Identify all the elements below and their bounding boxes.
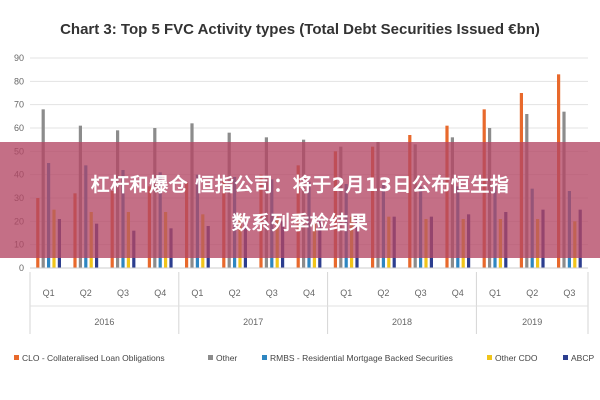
chart-title: Chart 3: Top 5 FVC Activity types (Total… bbox=[60, 21, 540, 38]
banner-headline-line1: 杠杆和爆仓 恒指公司：将于2月13日公布恒生指 bbox=[90, 174, 510, 196]
year-label: 2017 bbox=[243, 317, 263, 327]
x-tick-label: Q1 bbox=[340, 288, 352, 298]
x-tick-label: Q4 bbox=[452, 288, 464, 298]
y-tick-label: 60 bbox=[14, 123, 24, 133]
year-label: 2016 bbox=[94, 317, 114, 327]
legend-label: Other CDO bbox=[495, 353, 538, 363]
legend-label: RMBS - Residential Mortgage Backed Secur… bbox=[270, 353, 453, 363]
y-tick-label: 70 bbox=[14, 100, 24, 110]
x-tick-label: Q2 bbox=[80, 288, 92, 298]
legend-label: Other bbox=[216, 353, 237, 363]
x-tick-label: Q3 bbox=[415, 288, 427, 298]
x-tick-label: Q3 bbox=[266, 288, 278, 298]
legend-swatch bbox=[208, 355, 213, 360]
x-tick-label: Q2 bbox=[229, 288, 241, 298]
x-tick-label: Q1 bbox=[43, 288, 55, 298]
legend-swatch bbox=[14, 355, 19, 360]
x-tick-label: Q1 bbox=[191, 288, 203, 298]
legend-swatch bbox=[563, 355, 568, 360]
x-tick-label: Q2 bbox=[526, 288, 538, 298]
legend-label: ABCP bbox=[571, 353, 594, 363]
banner-overlay bbox=[0, 142, 600, 258]
legend-swatch bbox=[262, 355, 267, 360]
legend-label: CLO - Collateralised Loan Obligations bbox=[22, 353, 165, 363]
x-tick-label: Q4 bbox=[154, 288, 166, 298]
year-label: 2018 bbox=[392, 317, 412, 327]
x-tick-label: Q4 bbox=[303, 288, 315, 298]
x-tick-label: Q3 bbox=[563, 288, 575, 298]
legend-swatch bbox=[487, 355, 492, 360]
x-tick-label: Q3 bbox=[117, 288, 129, 298]
y-tick-label: 0 bbox=[19, 263, 24, 273]
x-tick-label: Q2 bbox=[377, 288, 389, 298]
year-label: 2019 bbox=[522, 317, 542, 327]
x-axis: Q1 Q2 Q3 Q4 Q1 Q2 Q3 Q4 Q1 Q2 Q3 Q4 Q1 Q2 Q3 2016 2017 20… bbox=[29, 267, 589, 334]
banner-headline-line2: 数系列季检结果 bbox=[231, 212, 369, 234]
x-tick-label: Q1 bbox=[489, 288, 501, 298]
legend: CLO - Collateralised Loan Obligations Oth… bbox=[14, 353, 594, 363]
y-tick-label: 90 bbox=[14, 53, 24, 63]
y-tick-label: 80 bbox=[14, 76, 24, 86]
